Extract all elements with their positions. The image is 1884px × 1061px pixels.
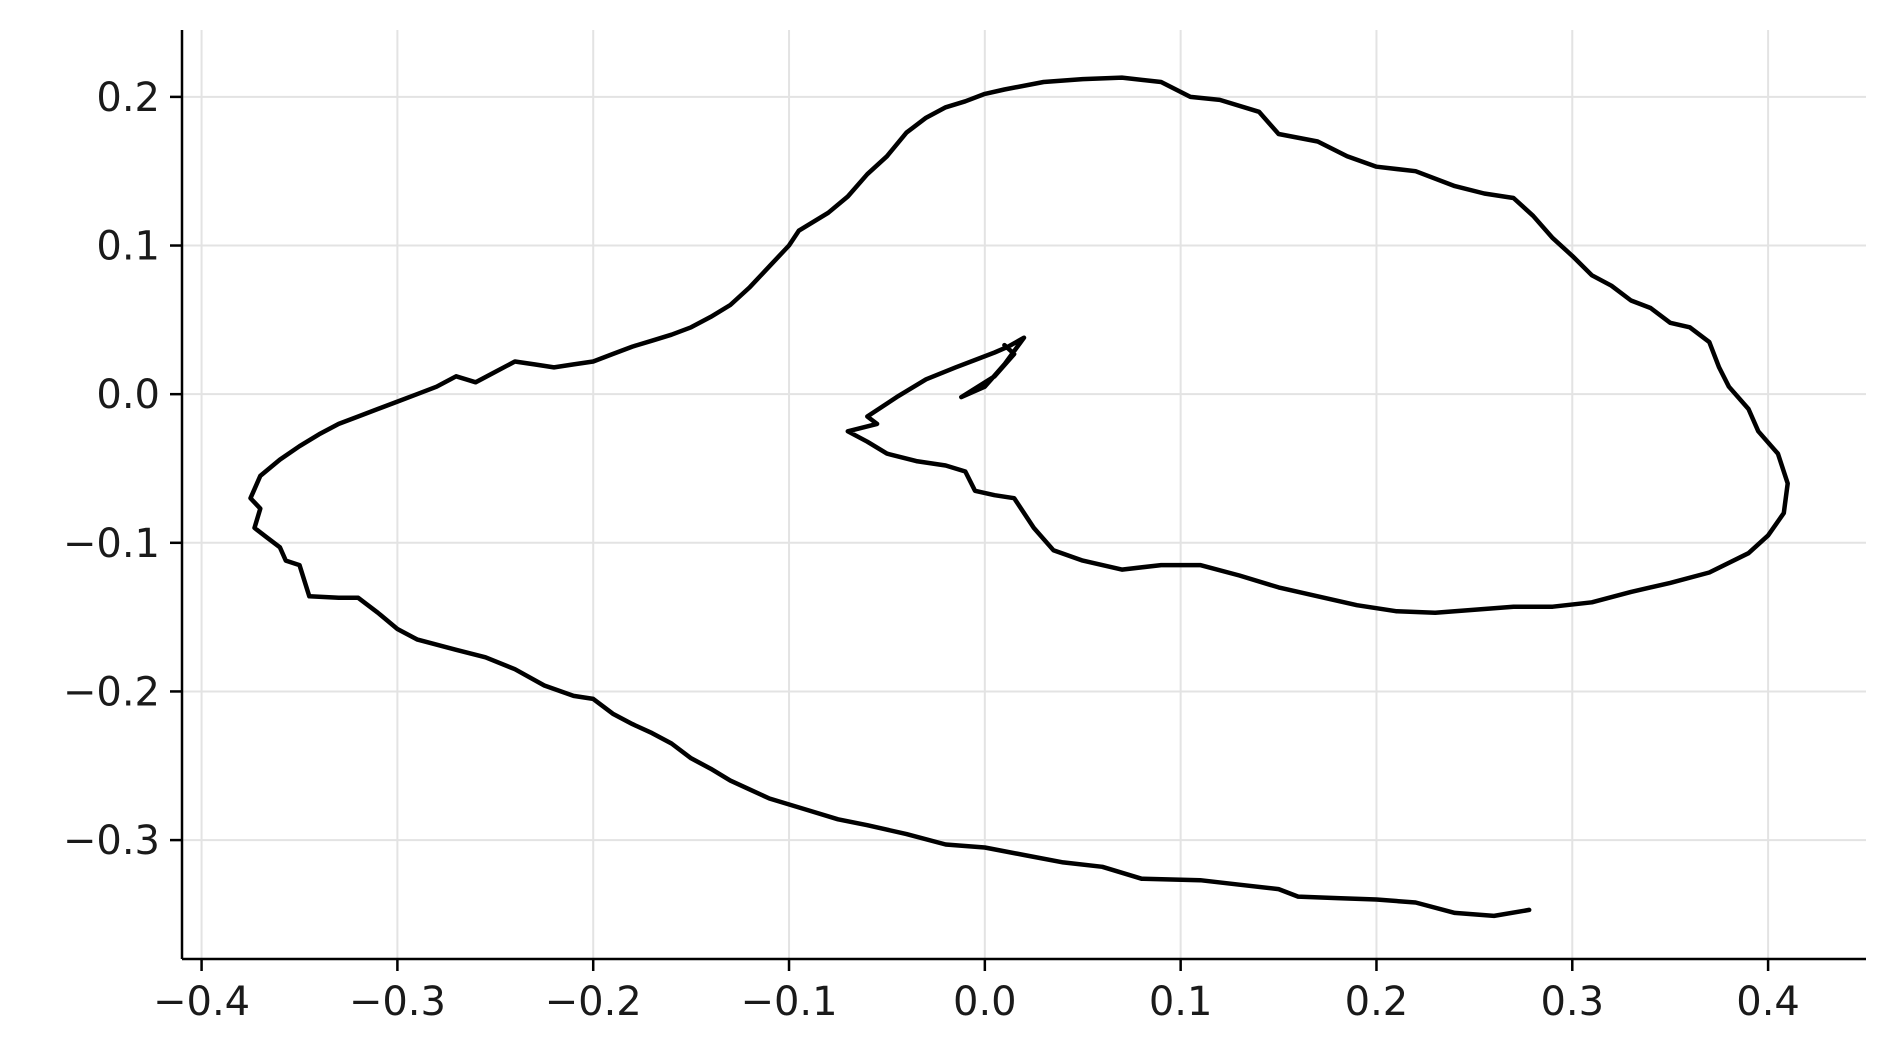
y-tick-label: −0.2 xyxy=(63,669,160,715)
x-tick-label: 0.2 xyxy=(1345,979,1409,1025)
x-tick-label: −0.4 xyxy=(153,979,250,1025)
x-tick-label: −0.2 xyxy=(545,979,642,1025)
x-tick-label: 0.0 xyxy=(953,979,1017,1025)
y-tick-label: 0.2 xyxy=(96,75,160,121)
x-tick-label: 0.1 xyxy=(1149,979,1213,1025)
series-layer xyxy=(248,75,1790,919)
axes xyxy=(180,30,1866,961)
y-tick-label: −0.3 xyxy=(63,818,160,864)
ticks: −0.4 −0.3 −0.2 −0.1 0.0 0.1 0.2 0.3 0.4 −0.3 −0.2 −… xyxy=(63,75,1800,1025)
grid xyxy=(182,30,1866,959)
y-tick-label: 0.0 xyxy=(96,372,160,418)
x-tick-label: −0.3 xyxy=(349,979,446,1025)
trajectory-line xyxy=(248,75,1790,919)
x-tick-label: 0.4 xyxy=(1736,979,1800,1025)
y-tick-label: 0.1 xyxy=(96,224,160,270)
y-tick-label: −0.1 xyxy=(63,521,160,567)
x-tick-label: 0.3 xyxy=(1540,979,1604,1025)
x-tick-label: −0.1 xyxy=(740,979,837,1025)
